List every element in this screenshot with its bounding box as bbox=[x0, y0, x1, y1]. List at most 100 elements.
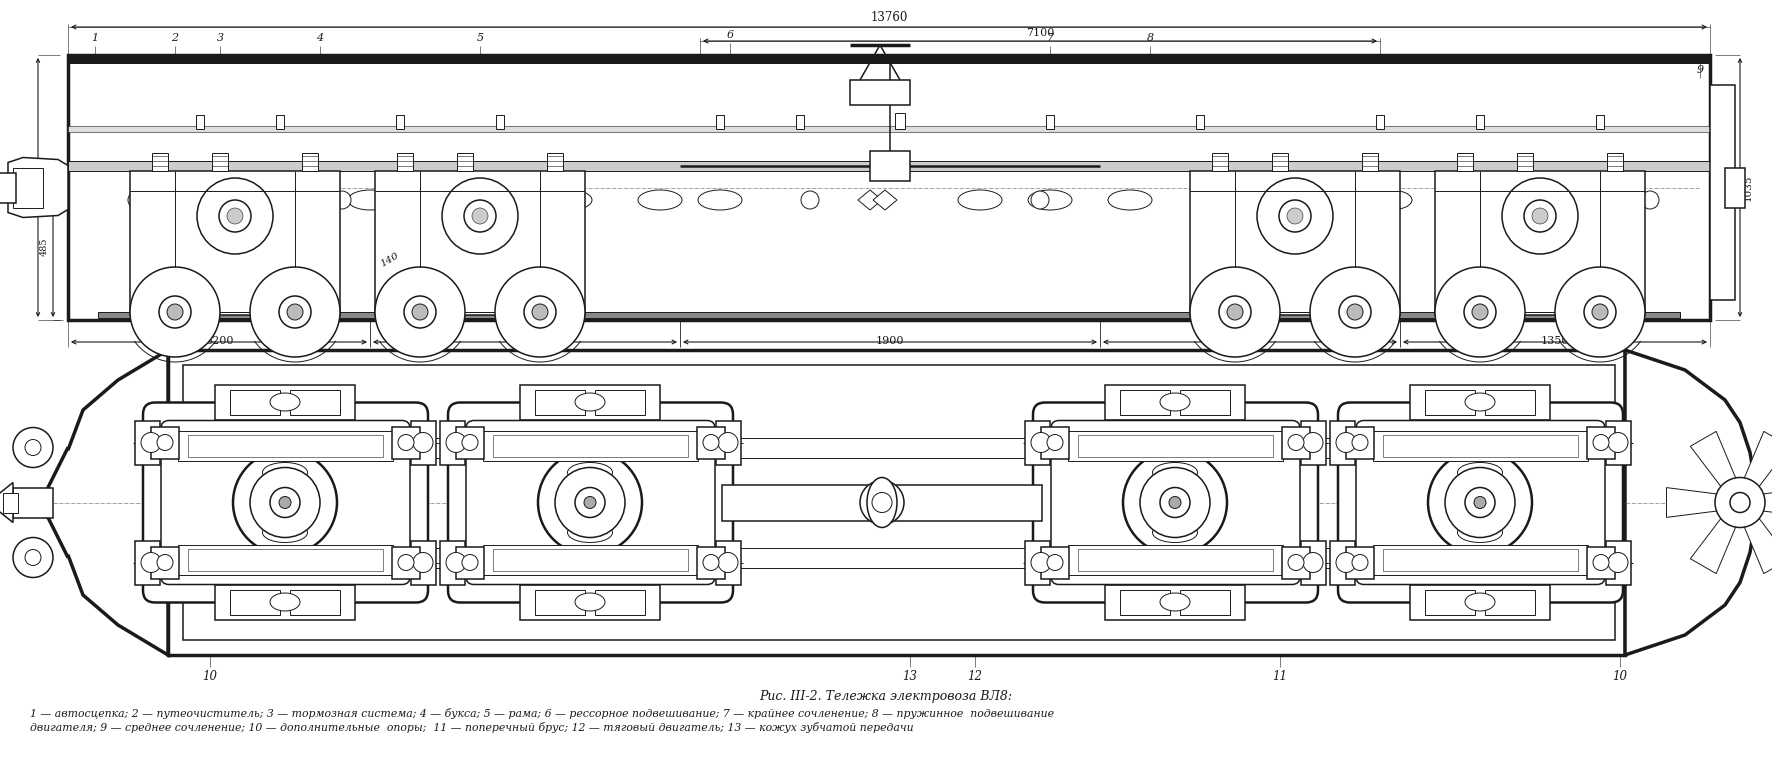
Bar bbox=[484, 545, 698, 574]
Circle shape bbox=[250, 267, 340, 357]
Ellipse shape bbox=[269, 393, 299, 411]
Bar bbox=[1272, 153, 1288, 171]
Ellipse shape bbox=[448, 190, 493, 210]
Circle shape bbox=[1279, 200, 1311, 232]
Bar bbox=[1180, 590, 1230, 615]
Circle shape bbox=[1226, 304, 1242, 320]
Bar bbox=[1347, 426, 1373, 459]
Bar bbox=[1425, 390, 1474, 415]
Circle shape bbox=[142, 553, 161, 573]
Polygon shape bbox=[1666, 487, 1717, 518]
Bar bbox=[1517, 153, 1533, 171]
Bar bbox=[595, 390, 645, 415]
Bar bbox=[1457, 153, 1473, 171]
Bar bbox=[696, 426, 725, 459]
Bar bbox=[67, 126, 1710, 132]
Circle shape bbox=[1276, 191, 1294, 209]
Circle shape bbox=[1533, 208, 1549, 224]
Ellipse shape bbox=[548, 190, 592, 210]
Text: 1 — автосцепка; 2 — путеочиститель; 3 — тормозная система; 4 — букса; 5 — рама; : 1 — автосцепка; 2 — путеочиститель; 3 — … bbox=[30, 708, 1054, 719]
Bar bbox=[493, 435, 688, 456]
Ellipse shape bbox=[1209, 190, 1253, 210]
Text: Рис. III-2. Тележка электровоза ВЛ8:: Рис. III-2. Тележка электровоза ВЛ8: bbox=[760, 690, 1012, 703]
Text: 10: 10 bbox=[202, 670, 218, 683]
Text: 3200: 3200 bbox=[1235, 336, 1263, 346]
Circle shape bbox=[1047, 554, 1063, 570]
FancyBboxPatch shape bbox=[1033, 402, 1318, 602]
Circle shape bbox=[1729, 492, 1751, 512]
Ellipse shape bbox=[269, 593, 299, 611]
Circle shape bbox=[1715, 477, 1765, 528]
Circle shape bbox=[574, 487, 604, 518]
Bar bbox=[1120, 590, 1170, 615]
Ellipse shape bbox=[1465, 593, 1496, 611]
Polygon shape bbox=[1690, 518, 1737, 574]
Bar bbox=[1435, 171, 1644, 315]
Bar bbox=[392, 546, 420, 578]
Bar bbox=[1485, 390, 1535, 415]
Text: 1035: 1035 bbox=[1744, 174, 1753, 201]
Circle shape bbox=[1503, 178, 1579, 254]
Circle shape bbox=[1302, 432, 1324, 453]
Text: 7100: 7100 bbox=[1026, 28, 1054, 38]
Polygon shape bbox=[874, 190, 897, 210]
Bar bbox=[796, 115, 804, 129]
Bar bbox=[548, 153, 563, 171]
Ellipse shape bbox=[1465, 393, 1496, 411]
Circle shape bbox=[718, 432, 737, 453]
Bar bbox=[439, 540, 464, 584]
Circle shape bbox=[220, 200, 252, 232]
Bar bbox=[67, 55, 1710, 320]
Ellipse shape bbox=[567, 463, 613, 483]
Polygon shape bbox=[1744, 518, 1772, 574]
Circle shape bbox=[1591, 304, 1607, 320]
Bar bbox=[1069, 545, 1283, 574]
Ellipse shape bbox=[145, 190, 190, 210]
Circle shape bbox=[1347, 304, 1363, 320]
Circle shape bbox=[25, 439, 41, 456]
Ellipse shape bbox=[959, 190, 1001, 210]
Bar bbox=[1040, 426, 1069, 459]
Bar bbox=[395, 115, 404, 129]
Ellipse shape bbox=[399, 190, 441, 210]
Bar bbox=[230, 590, 280, 615]
Ellipse shape bbox=[1458, 463, 1503, 483]
Bar bbox=[168, 350, 1625, 655]
Bar bbox=[392, 426, 420, 459]
Text: 140: 140 bbox=[379, 251, 400, 269]
Circle shape bbox=[471, 208, 487, 224]
Text: 13760: 13760 bbox=[870, 11, 907, 24]
Bar bbox=[1710, 85, 1735, 300]
Circle shape bbox=[167, 304, 183, 320]
Bar bbox=[1077, 435, 1272, 456]
Circle shape bbox=[158, 435, 174, 450]
Bar bbox=[716, 540, 741, 584]
Polygon shape bbox=[0, 483, 12, 522]
Circle shape bbox=[555, 467, 626, 538]
Circle shape bbox=[1593, 554, 1609, 570]
Ellipse shape bbox=[1288, 190, 1333, 210]
Bar bbox=[1363, 153, 1379, 171]
Bar bbox=[1301, 540, 1325, 584]
Circle shape bbox=[12, 538, 53, 577]
Bar bbox=[1411, 385, 1550, 420]
Bar bbox=[230, 390, 280, 415]
Polygon shape bbox=[1625, 350, 1754, 655]
Circle shape bbox=[269, 487, 299, 518]
Bar bbox=[1605, 421, 1630, 464]
Bar bbox=[1588, 546, 1614, 578]
Bar bbox=[851, 80, 911, 105]
Circle shape bbox=[801, 191, 819, 209]
Circle shape bbox=[872, 492, 891, 512]
Bar bbox=[213, 153, 229, 171]
Circle shape bbox=[1161, 487, 1191, 518]
Ellipse shape bbox=[1108, 190, 1152, 210]
Ellipse shape bbox=[262, 463, 308, 483]
Circle shape bbox=[1288, 554, 1304, 570]
Ellipse shape bbox=[638, 190, 682, 210]
Bar bbox=[1040, 546, 1069, 578]
Ellipse shape bbox=[867, 477, 897, 528]
Text: 1350: 1350 bbox=[1540, 336, 1570, 346]
Bar bbox=[496, 115, 503, 129]
Text: 8: 8 bbox=[1146, 33, 1154, 43]
